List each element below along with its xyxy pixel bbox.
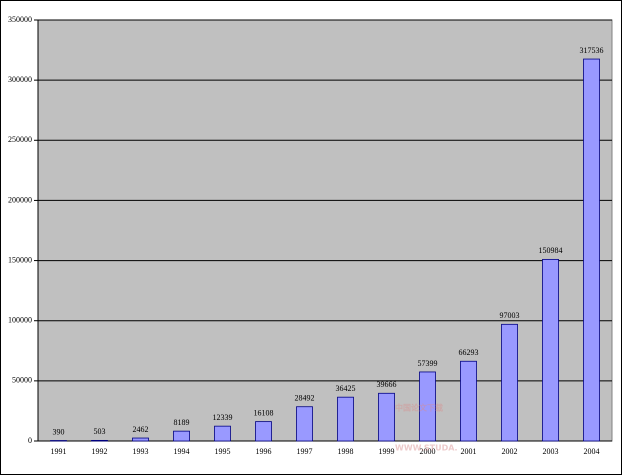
bar [337,396,354,442]
bar [460,360,477,442]
x-tick-label: 1997 [297,447,313,456]
value-label: 36425 [336,384,356,393]
value-label: 150984 [539,246,563,255]
value-label: 28492 [295,394,315,403]
x-tick-label: 2001 [461,447,477,456]
y-tick-label: 200000 [8,195,32,204]
value-label: 8189 [174,418,190,427]
bar [419,371,436,442]
value-label: 16108 [254,408,274,417]
value-label: 39666 [377,380,397,389]
x-tick-label: 1996 [256,447,272,456]
x-tick-label: 2002 [502,447,518,456]
x-tick-label: 2004 [584,447,600,456]
x-tick-label: 1995 [215,447,231,456]
bar [214,425,231,442]
bar [91,439,108,442]
value-label: 66293 [459,348,479,357]
value-label: 390 [53,427,65,436]
value-label: 317536 [580,46,604,55]
value-label: 2462 [133,425,149,434]
x-tick-label: 1992 [92,447,108,456]
y-tick-label: 100000 [8,316,32,325]
bar [255,421,272,442]
y-tick-label: 350000 [8,15,32,24]
x-tick-label: 2000 [420,447,436,456]
x-tick-label: 1991 [51,447,67,456]
bar [542,258,559,442]
y-tick-label: 250000 [8,135,32,144]
x-tick-label: 1998 [338,447,354,456]
bar [501,323,518,442]
bar [296,406,313,442]
plot-area [37,19,613,442]
x-tick-label: 1993 [133,447,149,456]
y-tick-label: 0 [28,436,32,445]
bar [583,58,600,442]
value-label: 503 [94,427,106,436]
watermark: WWW.STUDA. [395,444,458,453]
value-label: 97003 [500,311,520,320]
y-tick-label: 300000 [8,75,32,84]
x-tick-label: 1994 [174,447,190,456]
value-label: 57399 [418,359,438,368]
x-tick-label: 1999 [379,447,395,456]
y-tick-label: 50000 [12,376,32,385]
x-tick-label: 2003 [543,447,559,456]
bar [378,392,395,442]
watermark: 中国论文下载 [395,403,443,413]
bar [173,430,190,442]
y-tick-label: 150000 [8,255,32,264]
bar [132,437,149,442]
value-label: 12339 [213,413,233,422]
